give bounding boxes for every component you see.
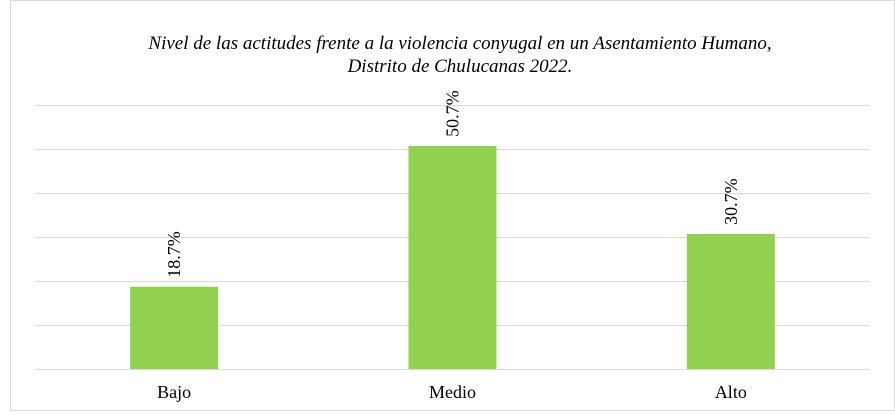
data-label: 50.7% — [443, 90, 463, 137]
bar — [130, 286, 219, 369]
x-tick-label: Bajo — [157, 382, 191, 402]
data-label: 30.7% — [721, 178, 741, 225]
x-tick-label: Alto — [715, 382, 747, 402]
chart-title: Nivel de las actitudes frente a la viole… — [148, 33, 772, 77]
x-tick-label: Medio — [429, 382, 476, 402]
bar — [408, 145, 497, 369]
bar — [686, 233, 775, 369]
data-label: 18.7% — [164, 231, 184, 278]
